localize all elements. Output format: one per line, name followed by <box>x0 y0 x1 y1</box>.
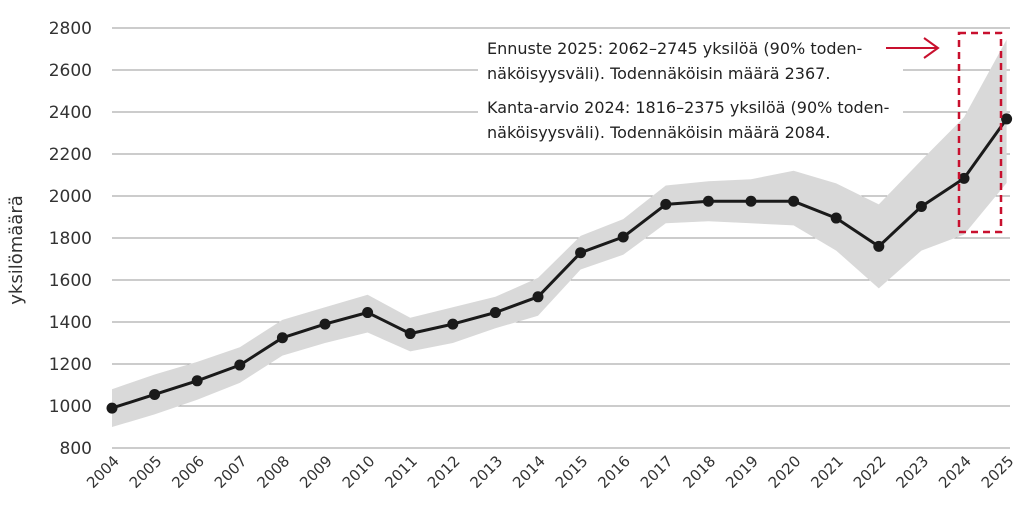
data-point <box>532 291 544 303</box>
estimate-annotation-line2: näköisyysväli). Todennäköisin määrä 2084… <box>487 123 830 142</box>
data-point <box>617 231 629 243</box>
data-points <box>106 113 1013 414</box>
data-point <box>106 402 118 414</box>
x-tick-label: 2009 <box>296 452 336 492</box>
data-point <box>873 240 885 252</box>
data-point <box>915 201 927 212</box>
data-point <box>191 375 203 387</box>
x-tick-label: 2014 <box>509 452 549 492</box>
x-tick-label: 2013 <box>466 452 506 492</box>
x-tick-label: 2008 <box>253 452 293 492</box>
x-tick-label: 2022 <box>850 452 890 492</box>
forecast-annotation-line1: Ennuste 2025: 2062–2745 yksilöä (90% tod… <box>487 39 862 58</box>
x-tick-label: 2007 <box>211 452 251 492</box>
data-point <box>404 328 416 340</box>
x-tick-label: 2023 <box>892 452 932 492</box>
y-tick-label: 2600 <box>49 61 92 81</box>
x-tick-label: 2011 <box>381 452 421 492</box>
data-point <box>745 195 757 207</box>
y-tick-label: 1400 <box>49 313 92 333</box>
data-point <box>276 332 288 344</box>
y-axis-ticks: 800 1000 1200 1400 1600 1800 2000 2200 2400 2600 2… <box>49 19 92 459</box>
y-tick-label: 2800 <box>49 19 92 39</box>
data-point <box>447 318 459 330</box>
data-point <box>362 307 374 319</box>
arrow-icon <box>886 37 940 59</box>
y-tick-label: 1200 <box>49 355 92 375</box>
y-tick-label: 1600 <box>49 271 92 291</box>
x-tick-label: 2015 <box>552 452 592 492</box>
data-point <box>1001 113 1013 125</box>
data-point <box>319 318 331 330</box>
x-tick-label: 2010 <box>339 452 379 492</box>
y-tick-label: 2000 <box>49 187 92 207</box>
annotation-background <box>478 30 903 152</box>
confidence-band <box>112 39 1007 427</box>
x-tick-label: 2017 <box>637 452 677 492</box>
x-axis-ticks: 2004 2005 2006 2007 2008 2009 2010 2011 2012 2013… <box>83 452 1017 492</box>
data-point <box>489 307 501 319</box>
data-point <box>958 172 970 184</box>
x-tick-label: 2024 <box>935 452 975 492</box>
x-tick-label: 2012 <box>424 452 464 492</box>
x-tick-label: 2021 <box>807 452 847 492</box>
estimate-annotation-line1: Kanta-arvio 2024: 1816–2375 yksilöä (90%… <box>487 98 889 117</box>
y-tick-label: 800 <box>60 439 92 459</box>
series-line <box>111 118 1008 410</box>
y-axis-label: yksilömäärä <box>6 195 27 305</box>
data-point <box>149 388 161 400</box>
x-tick-label: 2006 <box>168 452 208 492</box>
y-tick-label: 2200 <box>49 145 92 165</box>
forecast-annotation-line2: näköisyysväli). Todennäköisin määrä 2367… <box>487 64 830 83</box>
data-point <box>575 247 587 259</box>
x-tick-label: 2005 <box>126 452 166 492</box>
data-point <box>234 359 246 371</box>
x-tick-label: 2025 <box>978 452 1018 492</box>
data-point <box>788 195 800 207</box>
x-tick-label: 2019 <box>722 452 762 492</box>
y-tick-label: 1000 <box>49 397 92 417</box>
x-tick-label: 2018 <box>679 452 719 492</box>
data-point <box>660 198 672 210</box>
y-tick-label: 1800 <box>49 229 92 249</box>
data-point <box>702 195 714 207</box>
x-tick-label: 2016 <box>594 452 634 492</box>
data-point <box>830 212 842 224</box>
x-tick-label: 2020 <box>765 452 805 492</box>
y-tick-label: 2400 <box>49 103 92 123</box>
